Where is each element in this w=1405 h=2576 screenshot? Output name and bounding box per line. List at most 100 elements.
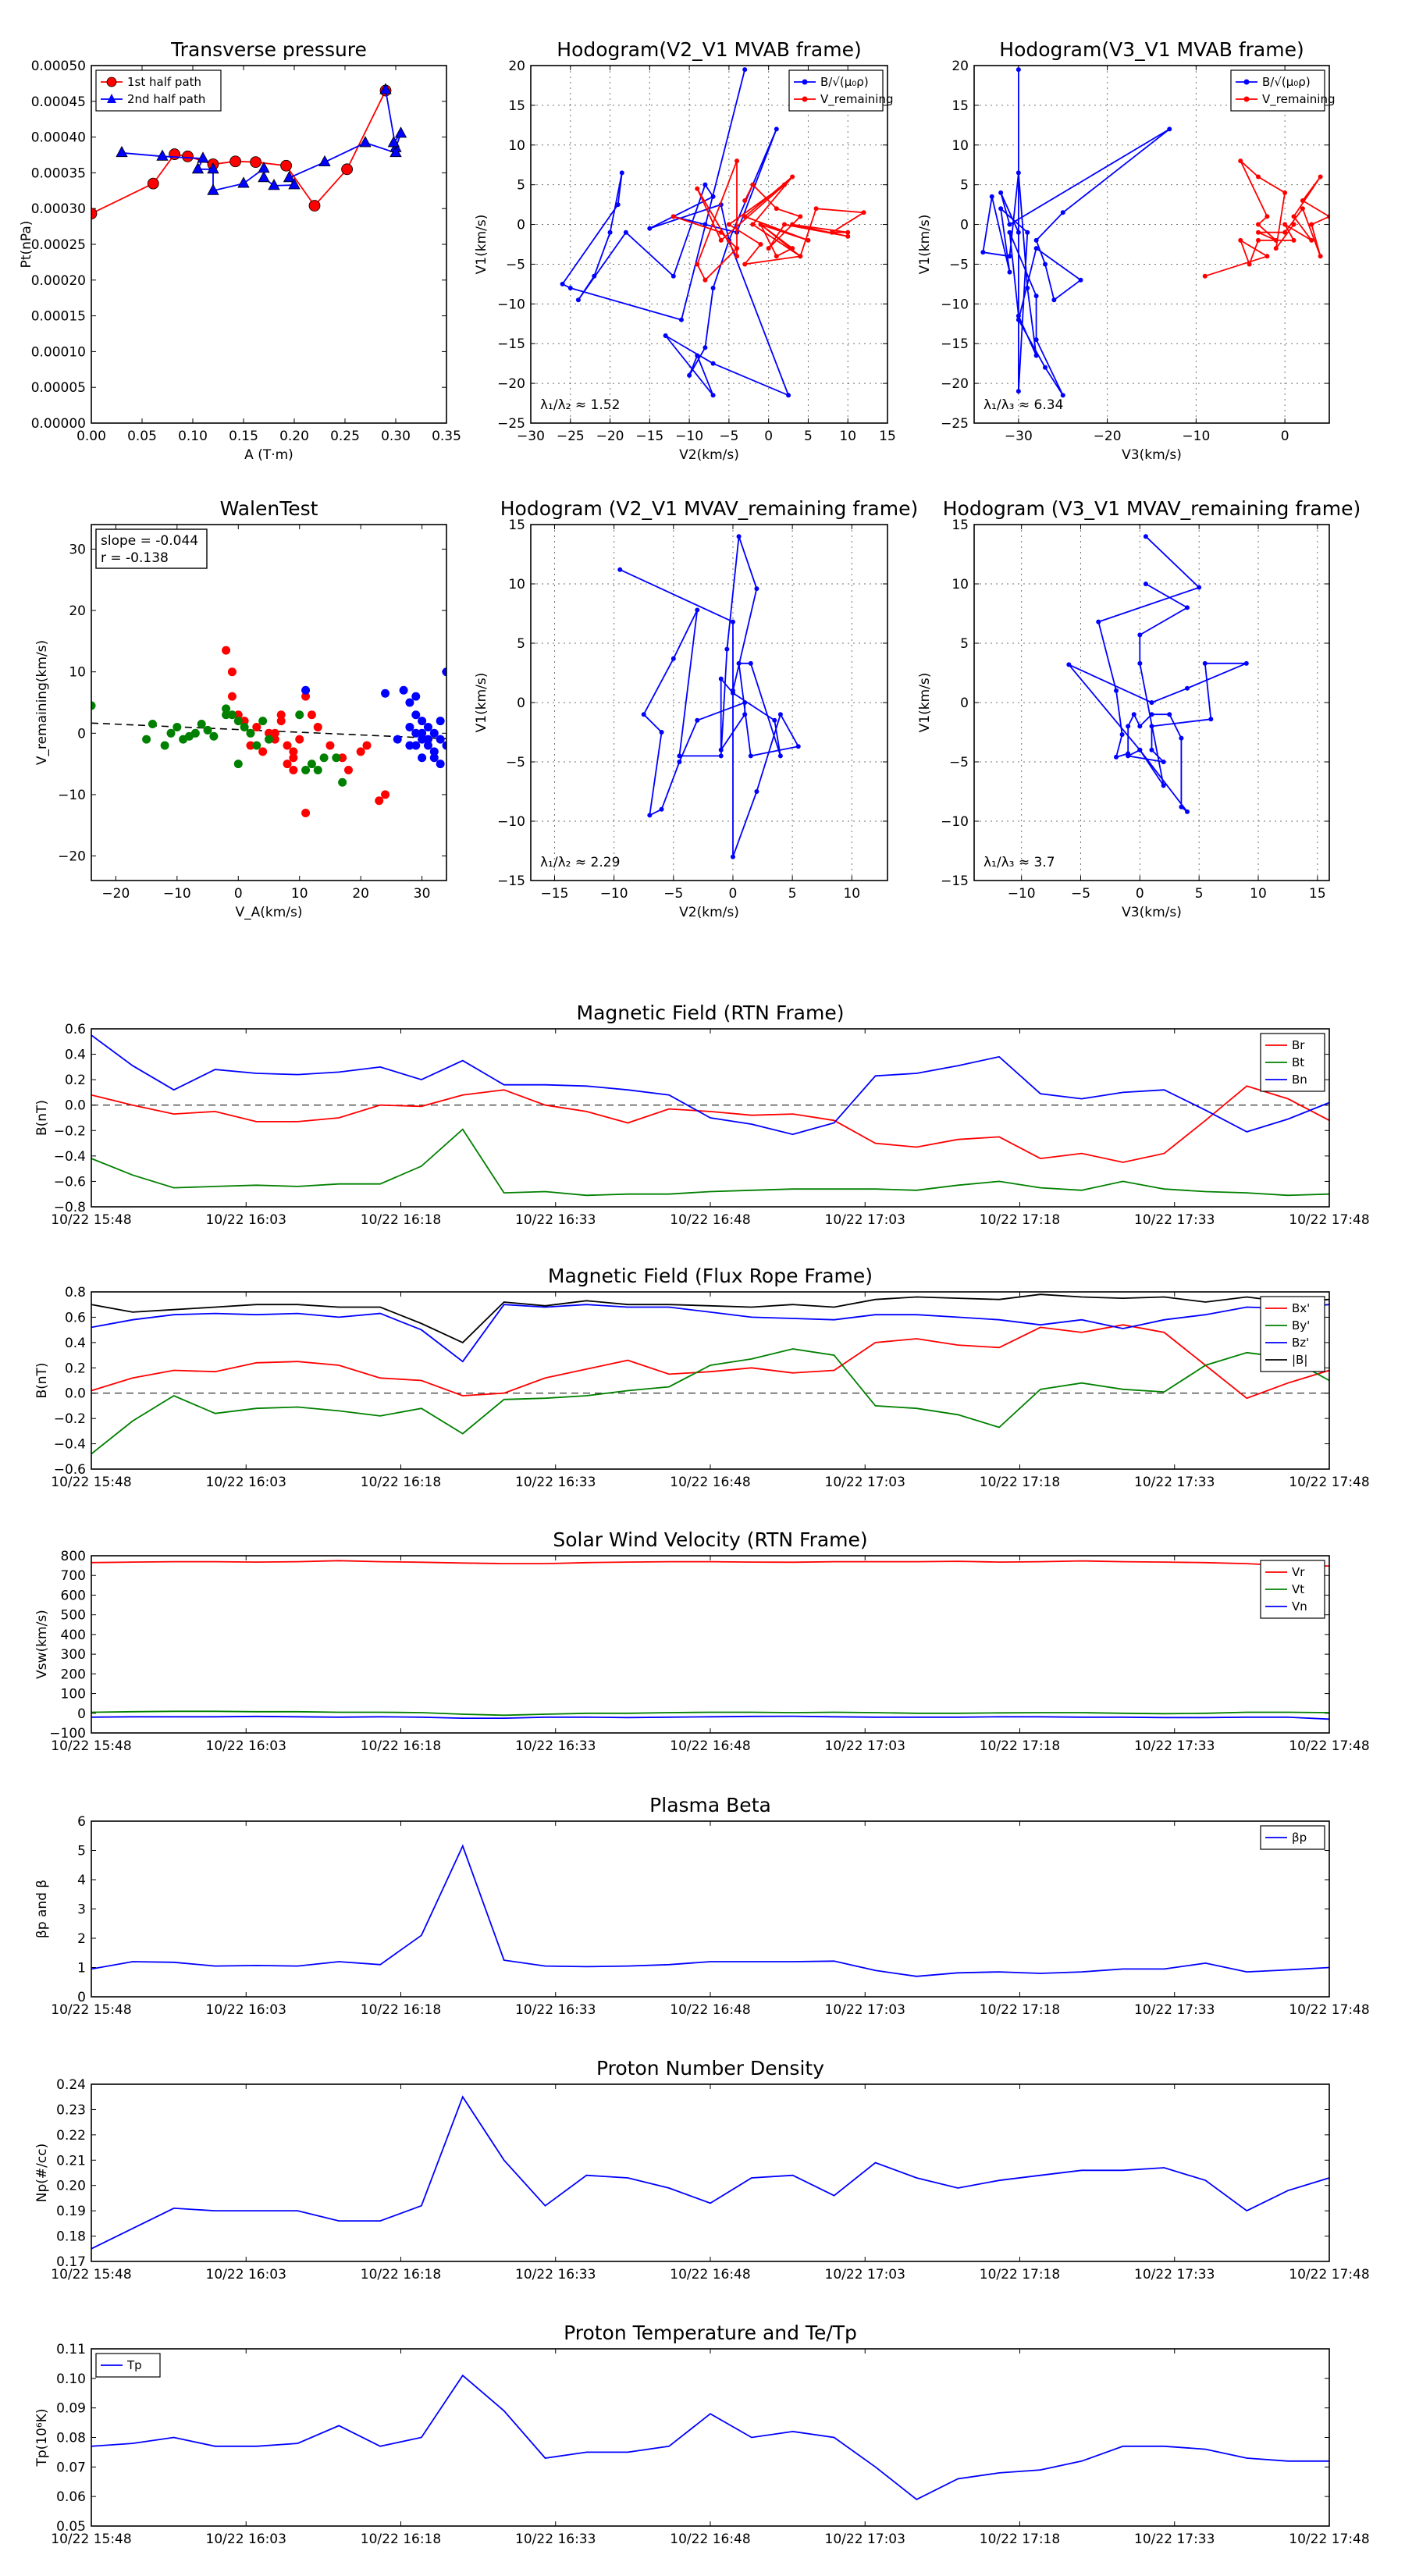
x-tick-label: 0.35	[432, 429, 461, 444]
y-tick-label: 500	[61, 1608, 86, 1624]
data-point	[1247, 262, 1252, 267]
legend-box	[95, 69, 222, 112]
legend-label: By'	[1292, 1318, 1310, 1332]
data-point	[289, 753, 298, 763]
data-point	[1282, 229, 1288, 235]
data-point	[1300, 206, 1305, 212]
data-point	[718, 237, 724, 243]
y-tick-label: 10	[951, 577, 969, 592]
data-point	[750, 182, 756, 187]
x-tick-label: 10/22 15:48	[51, 2532, 131, 2547]
y-axis-label: B(nT)	[34, 1362, 50, 1398]
data-point	[423, 722, 432, 731]
data-point	[774, 254, 779, 259]
chart-title: Magnetic Field (Flux Rope Frame)	[548, 1265, 873, 1287]
y-tick-label: 0.00040	[31, 130, 86, 146]
plot-area	[1066, 534, 1249, 814]
x-tick-label: 10/22 16:03	[206, 1738, 286, 1754]
data-point	[283, 170, 296, 183]
axes-frame	[91, 65, 447, 424]
data-point	[1033, 337, 1039, 343]
data-point	[313, 722, 322, 731]
y-tick-label: 1	[77, 1961, 86, 1976]
data-point	[1243, 660, 1249, 666]
data-point	[411, 692, 421, 701]
x-tick-label: 0.25	[330, 429, 360, 444]
data-point	[207, 183, 219, 195]
y-tick-label: 0.00035	[31, 165, 86, 181]
x-tick-label: 10/22 17:33	[1134, 1212, 1215, 1228]
data-point	[1309, 237, 1314, 243]
y-axis-label: V_remaining(km/s)	[34, 640, 50, 765]
x-tick-label: 0.15	[229, 429, 258, 444]
data-point	[147, 177, 159, 190]
x-tick-label: 0	[1136, 886, 1144, 902]
y-tick-label: −10	[497, 814, 525, 830]
legend-marker	[1243, 96, 1250, 102]
y-tick-label: 0.17	[56, 2254, 86, 2270]
data-point	[777, 712, 783, 717]
data-point	[258, 162, 270, 173]
axes-frame	[91, 1028, 1330, 1208]
series-bn-line	[91, 1034, 1329, 1136]
data-point	[227, 667, 237, 677]
y-tick-label: −5	[949, 755, 969, 770]
y-tick-label: 10	[69, 665, 86, 681]
data-point	[718, 747, 724, 753]
data-point	[758, 242, 763, 247]
data-point	[623, 229, 628, 235]
data-point	[442, 741, 446, 750]
data-point	[276, 717, 286, 726]
y-tick-label: 2	[77, 1931, 86, 1947]
data-point	[1060, 210, 1065, 215]
y-tick-label: 0	[77, 726, 86, 742]
data-point	[702, 182, 708, 187]
y-tick-label: −100	[49, 1726, 86, 1742]
data-point	[1007, 229, 1012, 235]
data-point	[736, 534, 742, 539]
x-tick-label: 10/22 17:48	[1289, 2002, 1369, 2018]
data-point	[1318, 174, 1323, 180]
x-tick-label: 10/22 17:18	[980, 1212, 1060, 1228]
y-tick-label: 0	[960, 218, 969, 233]
y-tick-label: 0.00020	[31, 273, 86, 289]
data-point	[258, 170, 270, 183]
y-tick-label: 400	[61, 1628, 86, 1643]
data-point	[436, 760, 445, 769]
y-tick-label: 0.10	[56, 2371, 86, 2387]
y-tick-label: 5	[517, 636, 525, 652]
data-point	[393, 735, 402, 744]
x-tick-label: 5	[788, 886, 797, 902]
y-tick-label: 0.19	[56, 2204, 86, 2219]
y-tick-label: 700	[61, 1568, 86, 1584]
data-point	[1256, 229, 1261, 235]
plot-area	[91, 2374, 1329, 2500]
series-by-line	[91, 1348, 1329, 1455]
data-point	[1273, 246, 1279, 251]
axes-frame	[973, 65, 1330, 424]
data-point	[265, 728, 273, 738]
data-point	[1043, 365, 1048, 370]
data-point	[702, 277, 708, 283]
x-tick-label: 10/22 17:48	[1289, 2532, 1369, 2547]
legend-marker	[802, 79, 808, 85]
data-point	[1149, 724, 1154, 729]
data-point	[758, 222, 763, 227]
y-tick-label: 0.2	[65, 1361, 86, 1376]
data-point	[1256, 222, 1261, 227]
y-axis-label: V1(km/s)	[474, 215, 489, 275]
data-point	[265, 735, 273, 744]
data-point	[695, 717, 700, 723]
y-tick-label: 5	[960, 178, 969, 194]
data-point	[1273, 237, 1279, 243]
x-tick-label: 10/22 16:18	[361, 1212, 441, 1228]
data-point	[240, 722, 249, 731]
y-tick-label: 300	[61, 1647, 86, 1663]
data-point	[258, 717, 268, 726]
plot-area	[91, 646, 446, 818]
x-tick-label: −25	[557, 429, 585, 444]
data-point	[647, 226, 653, 231]
y-axis-label: Np(#/cc)	[34, 2144, 50, 2202]
data-point	[1300, 198, 1305, 204]
series-b-line	[982, 69, 1170, 396]
